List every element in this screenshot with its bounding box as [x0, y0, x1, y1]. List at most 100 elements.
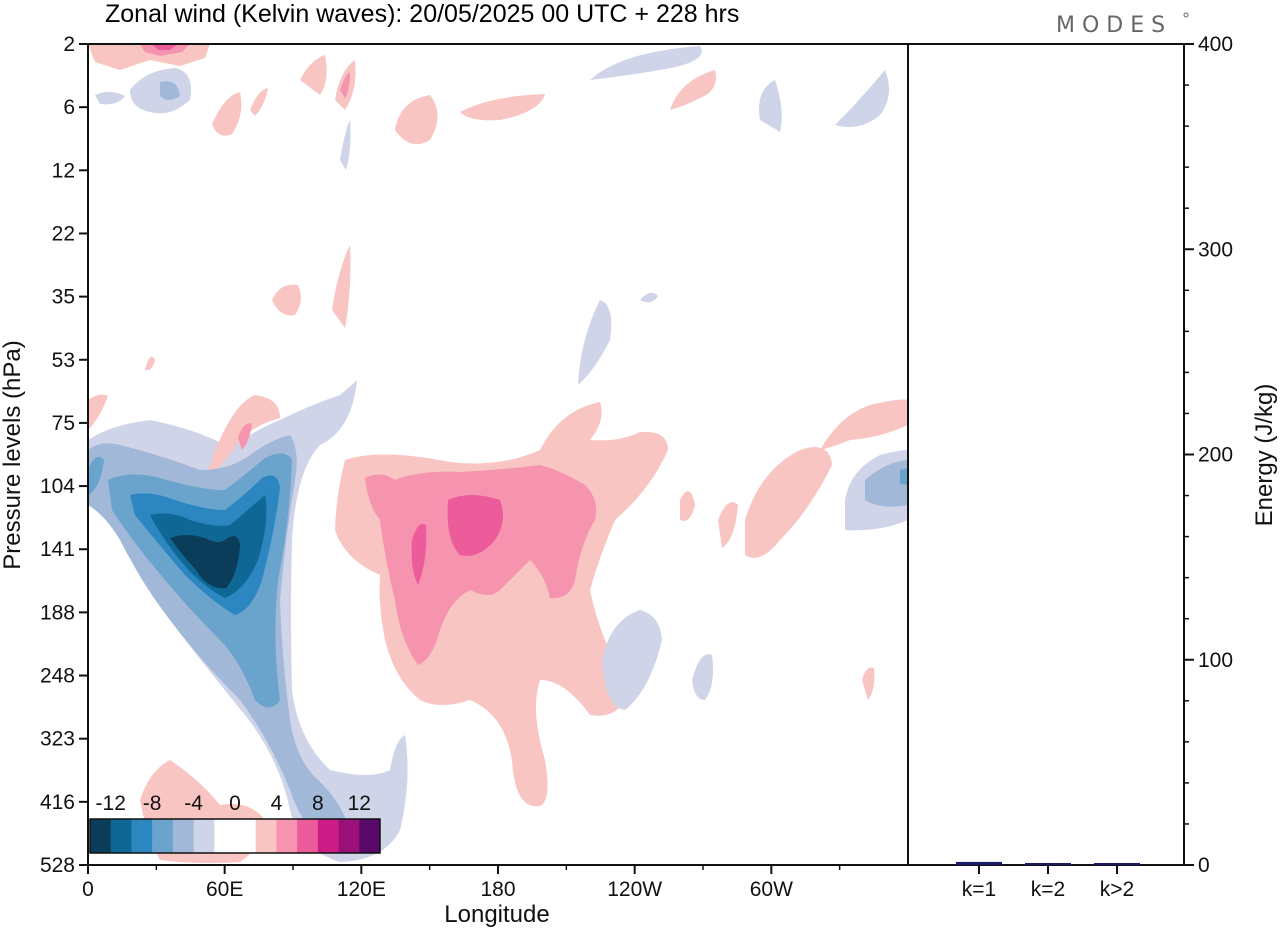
colorbar-swatch — [193, 819, 215, 853]
contour-pos-top-h-core — [340, 72, 350, 98]
energy-axis-title: Energy (J/kg) — [1251, 384, 1278, 527]
contour-neg-bl2 — [692, 654, 714, 700]
y-tick-label: 6 — [63, 96, 75, 119]
colorbar-swatch — [172, 819, 194, 853]
colorbar-swatch — [110, 819, 132, 853]
colorbar-label: 8 — [312, 792, 324, 815]
x-tick-label: 0 — [82, 878, 94, 901]
energy-axis: 0 100 200 300 400 — [1184, 33, 1233, 877]
contour-neg-l6 — [170, 535, 240, 589]
colorbar-label: 4 — [271, 792, 283, 815]
energy-tick-label: 300 — [1198, 238, 1233, 261]
chart-title: Zonal wind (Kelvin waves): 20/05/2025 00… — [105, 0, 739, 28]
contour-pos-top-f — [670, 70, 716, 110]
colorbar-swatch — [90, 819, 112, 853]
colorbar-swatch — [152, 819, 174, 853]
contour-pos-top-peak — [152, 44, 178, 50]
contour-pos-top-c — [212, 92, 242, 136]
contour-pos-c2 — [365, 465, 597, 665]
y-tick-label: 104 — [40, 475, 75, 498]
energy-bar — [1025, 863, 1071, 865]
colorbar-label: -4 — [184, 792, 203, 815]
contour-neg-l3b — [88, 456, 104, 495]
y-tick-label: 75 — [52, 412, 75, 435]
bar-category-label: k>2 — [1100, 878, 1134, 901]
energy-bar — [1094, 863, 1140, 865]
colorbar-swatch — [235, 819, 257, 853]
energy-bar-labels: k=1 k=2 k>2 — [962, 865, 1134, 901]
y-tick-label: 188 — [40, 601, 75, 624]
colorbar-swatch — [317, 819, 339, 853]
y-tick-label: 53 — [52, 349, 75, 372]
longitude-axis: 0 60E 120E 180 120W 60W — [82, 865, 841, 901]
y-tick-label: 2 — [63, 33, 75, 56]
colorbar-frame — [89, 818, 381, 854]
y-tick-label: 12 — [52, 159, 75, 182]
x-tick-label: 180 — [480, 878, 515, 901]
contour-neg-top-d — [759, 80, 782, 132]
contour-pos-mid-d — [88, 394, 108, 430]
bar-category-label: k=1 — [962, 878, 996, 901]
contour-pos-mid-b — [332, 245, 351, 328]
colorbar-label: 0 — [229, 792, 241, 815]
colorbar-swatch — [338, 819, 360, 853]
contour-pos-c1f — [862, 667, 875, 700]
y-tick-label: 416 — [40, 791, 75, 814]
x-axis-title: Longitude — [444, 901, 549, 928]
colorbar-label: 12 — [348, 792, 371, 815]
energy-tick-label: 200 — [1198, 444, 1233, 467]
y-tick-label: 528 — [40, 854, 75, 877]
contour-pos-c1d — [745, 447, 832, 558]
colorbar-swatch — [131, 819, 153, 853]
x-tick-label: 120W — [607, 878, 662, 901]
contour-neg-top-a-core — [160, 81, 180, 100]
contour-pos-mid-a — [272, 284, 301, 316]
x-tick-label: 60W — [750, 878, 793, 901]
colorbar-label: -12 — [96, 792, 126, 815]
pressure-axis: 2 6 12 22 35 53 75 104 141 188 248 323 416 528 — [40, 33, 88, 877]
energy-bar — [956, 861, 1002, 865]
colorbar-swatch — [359, 819, 381, 853]
contour-pos-top-e — [460, 94, 545, 121]
energy-tick-label: 400 — [1198, 33, 1233, 56]
contour-neg-right-l3 — [900, 468, 908, 485]
x-tick-label: 120E — [337, 878, 386, 901]
colorbar-label: -8 — [143, 792, 162, 815]
y-tick-label: 22 — [52, 222, 75, 245]
contour-neg-top-b — [95, 91, 125, 105]
colorbar: -12 -8 -4 0 4 8 12 — [89, 792, 381, 854]
y-axis-title: Pressure levels (hPa) — [0, 340, 26, 569]
bar-category-label: k=2 — [1031, 878, 1065, 901]
contour-neg-bl — [602, 610, 662, 710]
colorbar-swatch — [214, 819, 236, 853]
contour-field — [88, 44, 908, 864]
contour-pos-c1c — [718, 502, 738, 548]
y-tick-label: 35 — [52, 286, 75, 309]
contour-neg-mid-b — [640, 292, 658, 303]
contour-neg-mid-a — [578, 300, 612, 385]
colorbar-swatch — [297, 819, 319, 853]
energy-tick-label: 100 — [1198, 649, 1233, 672]
contour-pos-c1e — [820, 399, 908, 450]
y-tick-label: 141 — [40, 538, 75, 561]
contour-neg-top-e — [835, 70, 889, 128]
logo-registered-mark — [1183, 12, 1189, 18]
contour-pos-c3b — [411, 524, 427, 585]
contour-pos-c3 — [447, 495, 504, 556]
colorbar-swatch — [276, 819, 298, 853]
energy-bars — [956, 861, 1140, 865]
contour-neg-right-l2 — [865, 460, 908, 507]
y-tick-label: 323 — [40, 728, 75, 751]
x-tick-label: 60E — [206, 878, 243, 901]
colorbar-swatch — [255, 819, 277, 853]
energy-tick-label: 0 — [1198, 854, 1210, 877]
contour-pos-top-i — [250, 88, 268, 116]
contour-pos-c1b — [680, 491, 695, 521]
modes-logo: MODES — [1056, 13, 1172, 38]
y-tick-label: 248 — [40, 665, 75, 688]
contour-pos-mid-c — [145, 356, 155, 371]
contour-neg-top-f — [340, 120, 351, 170]
contour-pos-top-g — [300, 55, 327, 95]
contour-neg-top-c — [590, 46, 702, 80]
